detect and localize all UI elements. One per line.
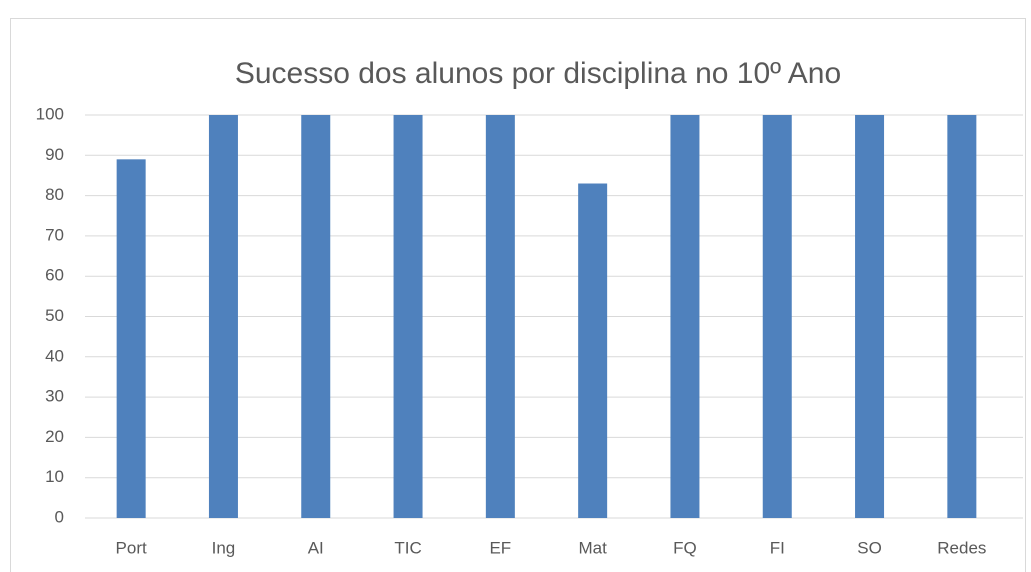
x-tick-label: FI <box>770 538 785 557</box>
bar <box>670 115 700 518</box>
bar <box>855 115 885 518</box>
bar <box>393 115 423 518</box>
y-tick-label: 40 <box>45 346 64 365</box>
x-tick-label: FQ <box>673 538 697 557</box>
bar <box>578 183 608 518</box>
x-tick-label: SO <box>857 538 882 557</box>
bar <box>485 115 515 518</box>
x-tick-label: TIC <box>394 538 421 557</box>
y-tick-label: 70 <box>45 225 64 244</box>
bar <box>208 115 238 518</box>
y-tick-label: 30 <box>45 387 64 406</box>
x-tick-label: AI <box>308 538 324 557</box>
x-tick-label: Redes <box>937 538 986 557</box>
y-tick-label: 60 <box>45 266 64 285</box>
x-tick-label: EF <box>489 538 511 557</box>
bar <box>116 159 146 518</box>
y-tick-label: 10 <box>45 467 64 486</box>
bar <box>947 115 977 518</box>
chart-title: Sucesso dos alunos por disciplina no 10º… <box>235 57 841 90</box>
bar <box>762 115 792 518</box>
x-tick-label: Ing <box>212 538 236 557</box>
x-tick-label: Mat <box>578 538 607 557</box>
bar <box>301 115 331 518</box>
y-tick-label: 50 <box>45 306 64 325</box>
y-tick-label: 0 <box>55 507 64 526</box>
y-tick-label: 80 <box>45 185 64 204</box>
x-tick-label: Port <box>116 538 147 557</box>
y-tick-label: 90 <box>45 145 64 164</box>
y-tick-label: 100 <box>36 104 64 123</box>
y-tick-label: 20 <box>45 427 64 446</box>
